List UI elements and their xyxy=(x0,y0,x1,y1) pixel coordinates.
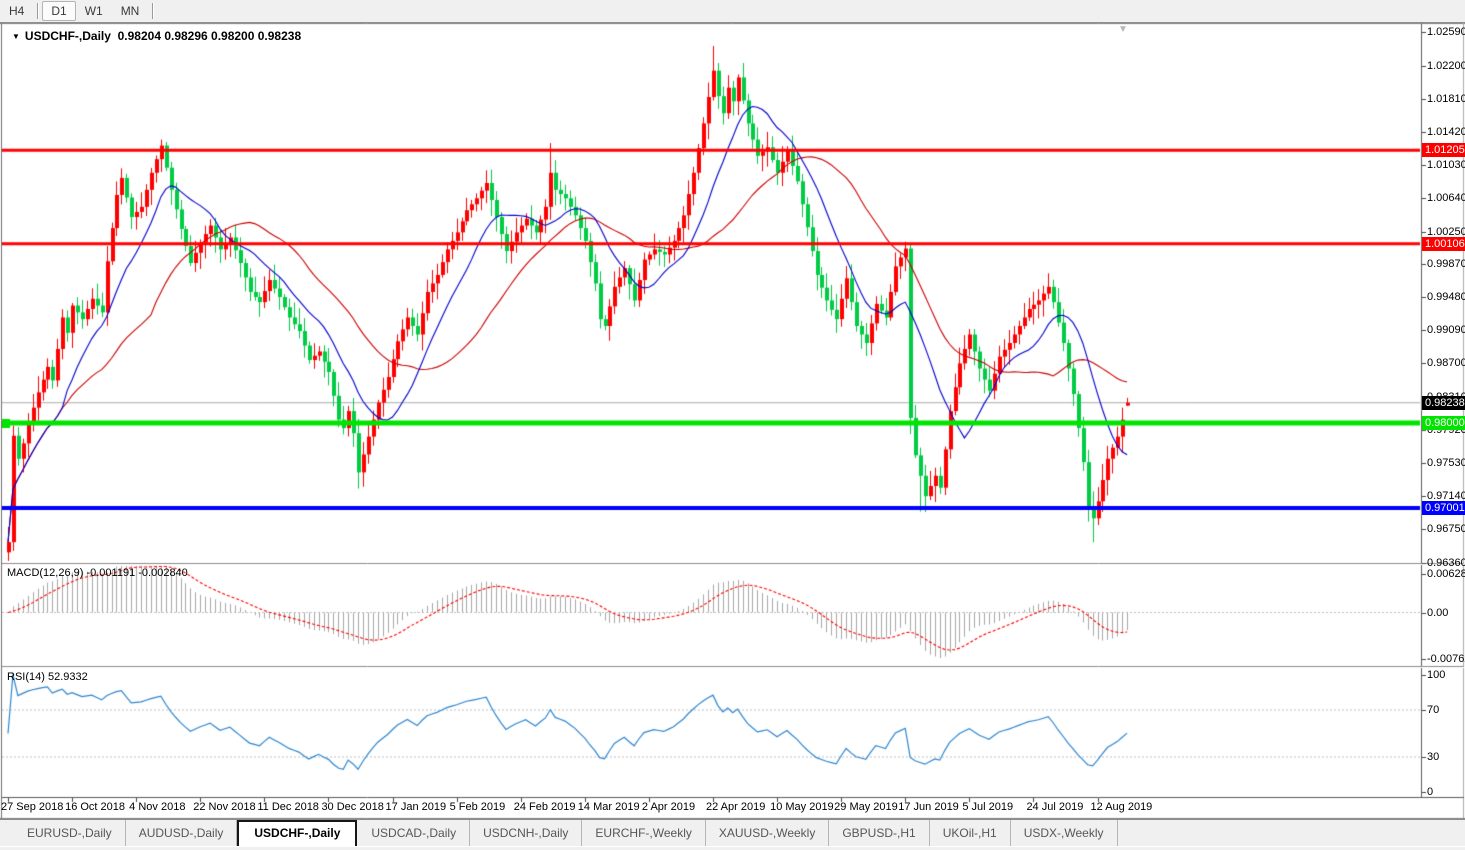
chart-title: ▼ USDCHF-,Daily 0.98204 0.98296 0.98200 0… xyxy=(12,29,301,43)
chart-title-ohlc: 0.98204 0.98296 0.98200 0.98238 xyxy=(117,29,302,43)
macd-indicator-label: MACD(12,26,9) -0.001191 -0.002840 xyxy=(7,567,188,579)
timeframe-button-w1[interactable]: W1 xyxy=(84,4,103,18)
price-axis-label: 1.02200 xyxy=(1427,59,1465,72)
chart-tab-usdchf-daily[interactable]: USDCHF-,Daily xyxy=(237,820,358,846)
price-axis-label: 0.98700 xyxy=(1427,357,1465,370)
date-axis-label: 4 Nov 2018 xyxy=(129,801,186,813)
chart-tab-xauusd-weekly[interactable]: XAUUSD-,Weekly xyxy=(706,820,830,846)
chart-tab-usdcnh-daily[interactable]: USDCNH-,Daily xyxy=(470,820,583,846)
hline-price-chip: 1.00106 xyxy=(1422,236,1465,251)
price-axis-label: 0.99870 xyxy=(1427,257,1465,270)
hline-price-chip: 0.98000 xyxy=(1422,416,1465,430)
date-axis-label: 11 Dec 2018 xyxy=(257,801,319,813)
chart-title-symbol: USDCHF-,Daily xyxy=(24,29,111,43)
price-axis-label: 1.00640 xyxy=(1427,192,1465,205)
macd-axis-label: -0.00762 xyxy=(1427,653,1465,666)
timeframe-button-h4[interactable]: H4 xyxy=(9,4,25,18)
chart-tab-audusd-daily[interactable]: AUDUSD-,Daily xyxy=(126,820,238,846)
rsi-axis-label: 70 xyxy=(1427,704,1440,716)
date-axis-label: 29 May 2019 xyxy=(834,801,898,813)
hline-price-chip: 0.97001 xyxy=(1422,501,1465,516)
timeframe-toolbar: H4 D1 W1 MN xyxy=(0,0,1465,23)
bottom-strip xyxy=(0,846,1465,850)
date-axis-label: 30 Dec 2018 xyxy=(321,801,384,813)
current-price-chip: 0.98238 xyxy=(1422,395,1465,410)
chart-dropdown-icon[interactable]: ▼ xyxy=(12,32,20,41)
date-axis-label: 22 Apr 2019 xyxy=(705,801,766,813)
date-axis-label: 10 May 2019 xyxy=(770,801,834,813)
price-axis-label: 1.01030 xyxy=(1427,159,1465,172)
chart-tab-bar: EURUSD-,Daily AUDUSD-,Daily USDCHF-,Daily U… xyxy=(0,819,1465,846)
date-axis-label: 16 Oct 2018 xyxy=(65,801,126,813)
chart-tab-gbpusd-h1[interactable]: GBPUSD-,H1 xyxy=(829,820,930,846)
timeframe-button-d1[interactable]: D1 xyxy=(42,1,76,21)
date-axis-label: 5 Jul 2019 xyxy=(962,801,1014,813)
date-axis-label: 17 Jun 2019 xyxy=(898,801,959,813)
date-axis-label: 27 Sep 2018 xyxy=(1,801,64,813)
rsi-axis-label: 100 xyxy=(1427,668,1446,681)
toolbar-divider xyxy=(152,3,154,19)
chart-tab-eurchf-weekly[interactable]: EURCHF-,Weekly xyxy=(582,820,706,846)
chart-tab-ukoil-h1[interactable]: UKOil-,H1 xyxy=(930,820,1011,846)
date-axis-label: 14 Mar 2019 xyxy=(577,801,640,813)
date-axis-label: 24 Jul 2019 xyxy=(1026,801,1084,813)
chart-tab-usdcad-daily[interactable]: USDCAD-,Daily xyxy=(358,820,471,846)
chart-tab-eurusd-daily[interactable]: EURUSD-,Daily xyxy=(14,820,126,846)
rsi-indicator-label: RSI(14) 52.9332 xyxy=(7,671,88,683)
date-axis-label: 17 Jan 2019 xyxy=(385,801,447,813)
toolbar-divider xyxy=(37,3,39,19)
price-axis-label: 0.96360 xyxy=(1427,556,1465,569)
chart-shift-marker-icon[interactable]: ▼ xyxy=(1118,24,1128,35)
date-axis-label: 24 Feb 2019 xyxy=(513,801,576,813)
hline-price-chip: 1.01205 xyxy=(1422,143,1465,158)
macd-axis-label: 0.00 xyxy=(1427,606,1449,619)
date-axis-label: 2 Apr 2019 xyxy=(641,801,696,813)
chart-tab-usdx-weekly[interactable]: USDX-,Weekly xyxy=(1011,820,1118,846)
price-axis-label: 1.00250 xyxy=(1427,225,1465,238)
price-axis-label: 0.97530 xyxy=(1427,457,1465,469)
timeframe-button-mn[interactable]: MN xyxy=(120,4,140,18)
price-axis-label: 0.96750 xyxy=(1427,523,1465,536)
price-axis-label: 1.01420 xyxy=(1427,125,1465,138)
date-axis-label: 22 Nov 2018 xyxy=(193,801,256,813)
rsi-axis-label: 30 xyxy=(1427,751,1440,763)
price-axis-label: 0.97140 xyxy=(1427,490,1465,503)
date-axis-label: 12 Aug 2019 xyxy=(1090,801,1153,813)
price-axis-label: 0.99480 xyxy=(1427,291,1465,304)
macd-axis-label: 0.006286 xyxy=(1427,567,1465,580)
price-axis-label: 1.02590 xyxy=(1427,26,1465,39)
date-axis-label: 5 Feb 2019 xyxy=(449,801,506,813)
price-axis-label: 0.99090 xyxy=(1427,324,1465,337)
price-axis-label: 1.01810 xyxy=(1427,92,1465,105)
rsi-axis-label: 0 xyxy=(1427,786,1434,799)
